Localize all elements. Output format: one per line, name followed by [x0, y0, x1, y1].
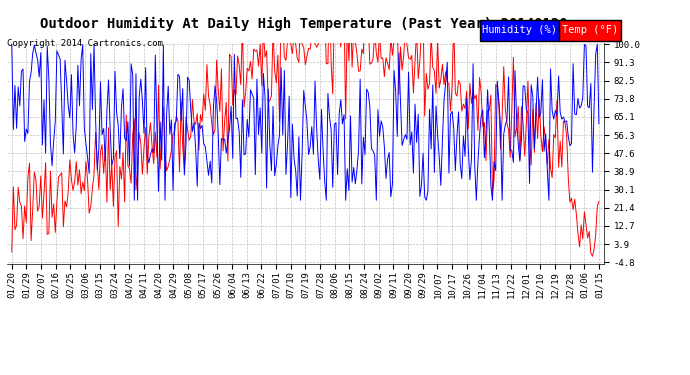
Text: Temp (°F): Temp (°F) [562, 26, 618, 35]
Text: Outdoor Humidity At Daily High Temperature (Past Year) 20140120: Outdoor Humidity At Daily High Temperatu… [40, 17, 567, 31]
Text: Humidity (%): Humidity (%) [482, 26, 557, 35]
Text: Copyright 2014 Cartronics.com: Copyright 2014 Cartronics.com [7, 39, 163, 48]
